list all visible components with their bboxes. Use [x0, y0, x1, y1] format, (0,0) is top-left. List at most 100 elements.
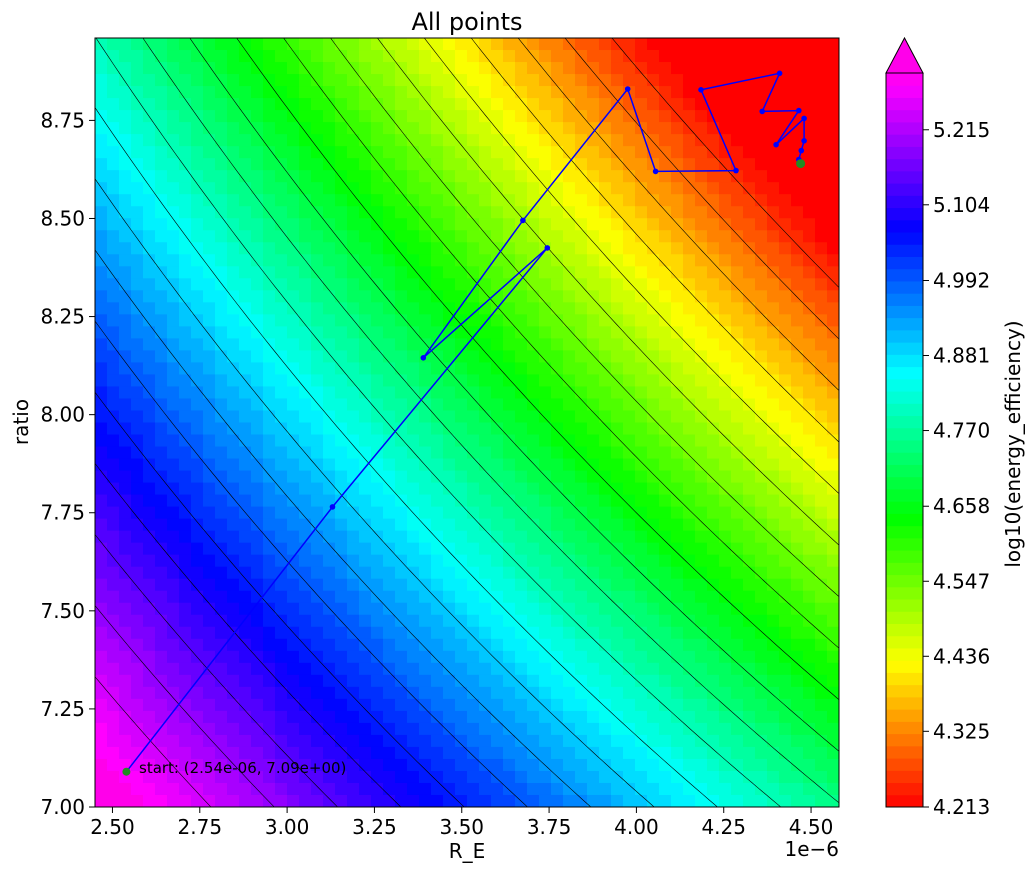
contour-cell [143, 146, 156, 159]
contour-cell [395, 374, 408, 388]
contour-cell [551, 650, 564, 664]
contour-cell [275, 710, 288, 724]
contour-cell [719, 290, 732, 303]
contour-cell [491, 482, 504, 496]
contour-cell [803, 494, 816, 508]
contour-cell [515, 134, 528, 147]
contour-cell [263, 662, 276, 676]
contour-cell [203, 458, 216, 472]
contour-cell [263, 374, 276, 388]
contour-line [95, 392, 465, 807]
contour-cell [551, 362, 564, 376]
contour-cell [755, 662, 768, 676]
contour-cell [791, 482, 804, 496]
contour-cell [215, 446, 228, 460]
contour-cell [827, 578, 839, 592]
contour-cell [683, 434, 696, 448]
contour-cell [671, 626, 684, 640]
contour-cell [647, 758, 660, 772]
contour-cell [395, 746, 408, 760]
contour-cell [431, 362, 444, 376]
contour-cell [443, 422, 456, 436]
contour-cell [491, 266, 504, 279]
contour-cell [407, 314, 420, 327]
contour-cell [599, 626, 612, 640]
contour-cell [155, 398, 168, 412]
contour-cell [347, 374, 360, 388]
contour-cell [443, 38, 456, 51]
contour-cell [611, 158, 624, 171]
contour-cell [707, 290, 720, 303]
contour-cell [635, 362, 648, 376]
contour-cell [659, 662, 672, 676]
contour-cell [359, 530, 372, 544]
contour-cell [335, 410, 348, 424]
contour-cell [359, 554, 372, 568]
contour-cell [119, 410, 132, 424]
contour-cell [167, 614, 180, 628]
contour-cell [755, 734, 768, 748]
contour-cell [335, 578, 348, 592]
contour-cell [767, 458, 780, 472]
contour-cell [431, 542, 444, 556]
contour-cell [779, 338, 792, 352]
contour-cell [323, 614, 336, 628]
contour-cell [551, 566, 564, 580]
contour-cell [251, 278, 264, 291]
contour-cell [527, 590, 540, 604]
contour-cell [755, 626, 768, 640]
contour-cell [827, 602, 839, 616]
contour-cell [443, 254, 456, 267]
contour-cell [359, 338, 372, 352]
contour-cell [707, 506, 720, 520]
contour-cell [779, 554, 792, 568]
contour-cell [623, 758, 636, 772]
contour-cell [323, 110, 336, 123]
colorbar-swatch [886, 121, 923, 135]
contour-cell [95, 506, 108, 520]
colorbar-swatch [886, 476, 923, 490]
contour-cell [179, 434, 192, 448]
contour-cell [827, 590, 839, 604]
contour-cell [695, 314, 708, 327]
contour-cell [311, 74, 324, 87]
contour-cell [599, 734, 612, 748]
contour-cell [239, 458, 252, 472]
contour-cell [299, 110, 312, 123]
contour-cell [767, 74, 780, 87]
contour-cell [383, 638, 396, 652]
contour-cell [155, 98, 168, 111]
contour-cell [575, 350, 588, 364]
contour-cell [443, 650, 456, 664]
contour-cell [827, 254, 839, 267]
contour-cell [179, 326, 192, 339]
contour-line [95, 38, 782, 807]
contour-cell [527, 758, 540, 772]
contour-cell [167, 494, 180, 508]
contour-cell [515, 194, 528, 207]
contour-cell [731, 326, 744, 339]
contour-cell [791, 782, 804, 796]
contour-cell [479, 746, 492, 760]
contour-cell [155, 50, 168, 63]
contour-cell [131, 170, 144, 183]
contour-cell [743, 782, 756, 796]
contour-cell [731, 350, 744, 364]
contour-cell [575, 242, 588, 255]
contour-cell [95, 314, 108, 327]
contour-cell [143, 158, 156, 171]
contour-cell [299, 218, 312, 231]
contour-cell [563, 194, 576, 207]
contour-cell [611, 434, 624, 448]
contour-cell [419, 758, 432, 772]
contour-cell [131, 242, 144, 255]
contour-cell [587, 686, 600, 700]
contour-cell [803, 62, 816, 75]
contour-cell [287, 74, 300, 87]
contour-cell [695, 146, 708, 159]
contour-cell [575, 110, 588, 123]
contour-cell [683, 566, 696, 580]
x-tick-label: 3.50 [439, 815, 484, 839]
contour-cell [335, 722, 348, 736]
contour-cell [539, 302, 552, 315]
